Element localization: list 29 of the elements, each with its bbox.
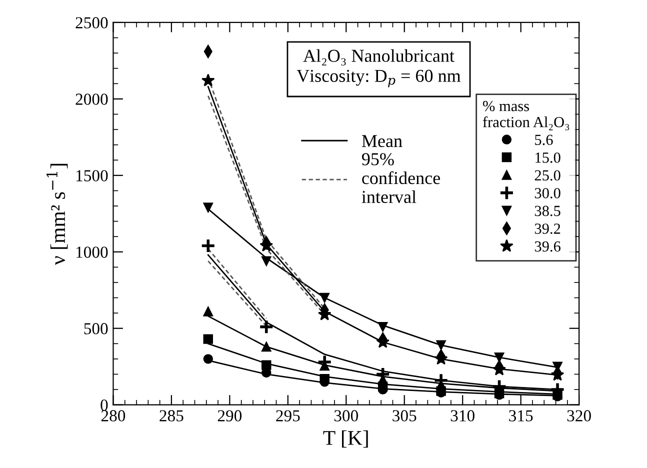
y-tick-label: 1000 xyxy=(76,246,108,258)
legend-label: 30.0 xyxy=(534,188,560,198)
legend-label: 5.6 xyxy=(535,134,553,146)
legend-label: 39.6 xyxy=(534,241,560,252)
text: Viscosity: D$_{p}$ = 60 nm xyxy=(296,70,461,88)
x-tick-label: 310 xyxy=(450,410,474,422)
x-tick-label: 280 xyxy=(101,410,126,422)
legend-label: 38.5 xyxy=(534,206,560,216)
x-tick-label: 305 xyxy=(392,410,416,422)
y-axis-title: ν [mm² s$^{−1}$] xyxy=(46,164,68,265)
legend-title: % mass fraction Al₂O₃ xyxy=(482,100,570,130)
legend-label: 25.0 xyxy=(534,170,560,181)
x-tick-label: 290 xyxy=(218,410,242,422)
y-tick-label: 500 xyxy=(84,323,108,334)
legend-label: Mean xyxy=(362,135,402,148)
text: Al₂O₃ Nanolubricant xyxy=(303,49,454,66)
x-tick-label: 300 xyxy=(334,410,358,422)
y-tick-label: 0 xyxy=(100,400,108,411)
x-tick-label: 320 xyxy=(567,410,591,422)
x-tick-label: 285 xyxy=(160,410,184,422)
legend-label: 15.0 xyxy=(536,152,560,163)
y-tick-label: 2000 xyxy=(76,94,108,105)
x-axis-title: T [K] xyxy=(323,430,368,448)
x-tick-label: 315 xyxy=(509,410,533,422)
y-tick-label: 1500 xyxy=(76,170,108,182)
x-tick-label: 295 xyxy=(276,410,300,422)
annotation: 95% confidence interval xyxy=(362,153,440,204)
legend-label: 39.2 xyxy=(534,224,560,234)
y-tick-label: 2500 xyxy=(76,17,108,28)
